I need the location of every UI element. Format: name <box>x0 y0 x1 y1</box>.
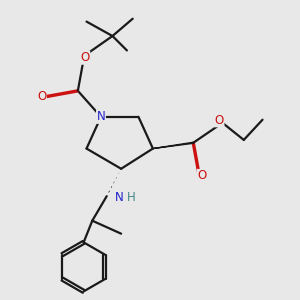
Text: N: N <box>115 191 124 204</box>
Text: N: N <box>97 110 105 123</box>
Polygon shape <box>153 142 194 148</box>
Text: H: H <box>127 191 136 204</box>
Text: O: O <box>197 169 207 182</box>
Text: O: O <box>214 114 224 127</box>
Text: O: O <box>80 51 90 64</box>
Text: O: O <box>37 90 46 103</box>
